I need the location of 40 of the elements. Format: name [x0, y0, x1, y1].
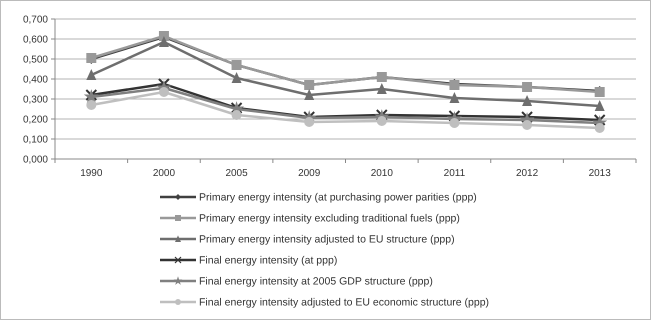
legend-label: Primary energy intensity (at purchasing power parities (ppp): [199, 192, 477, 204]
point: [376, 83, 387, 94]
y-tick-label: 0,100: [22, 134, 48, 146]
point: [449, 92, 460, 103]
x-tick-label: 2013: [588, 168, 612, 179]
point: [304, 89, 314, 100]
x-tick-label: 2010: [370, 168, 394, 179]
x-tick-label: 2005: [225, 168, 248, 179]
legend-label: Primary energy intensity excluding traditional fuels (ppp): [199, 212, 460, 225]
legend-label: Final energy intensity at 2005 GDP structure (ppp): [199, 276, 433, 288]
point: [522, 95, 532, 106]
point: [522, 120, 532, 130]
x-tick-label: 2000: [152, 168, 176, 179]
y-tick-label: 0,200: [22, 114, 48, 126]
point: [594, 100, 605, 111]
point: [158, 36, 169, 47]
point: [86, 69, 96, 80]
y-tick-label: 0,000: [22, 154, 48, 166]
y-tick-label: 0,600: [22, 34, 48, 46]
y-tick-label: 0,500: [22, 54, 48, 66]
y-tick-label: 0,300: [22, 94, 48, 106]
y-tick-label: 0,400: [22, 74, 48, 86]
x-tick-label: 2012: [516, 168, 539, 179]
point: [232, 110, 242, 120]
legend-label: Final energy intensity adjusted to EU economic structure (ppp): [199, 296, 490, 309]
point: [521, 111, 534, 123]
point: [158, 78, 170, 90]
point: [232, 72, 242, 83]
legend-label: Primary energy intensity adjusted to EU structure (ppp): [199, 234, 455, 246]
point: [85, 89, 98, 101]
point: [594, 123, 605, 133]
point: [376, 109, 388, 121]
x-tick-label: 2009: [298, 168, 321, 179]
y-tick-label: 0,700: [22, 14, 48, 26]
x-tick-label: 1990: [80, 168, 103, 179]
x-tick-label: 2011: [444, 168, 466, 179]
point: [448, 110, 460, 122]
point: [594, 114, 606, 126]
point: [86, 100, 96, 110]
legend-label: Final energy intensity (at ppp): [199, 254, 338, 267]
